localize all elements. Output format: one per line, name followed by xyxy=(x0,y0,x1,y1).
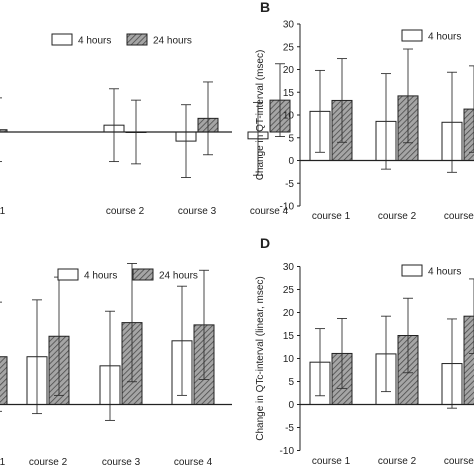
bar-24-hours xyxy=(0,129,8,133)
legend-label-4-hours: 4 hours xyxy=(428,267,461,278)
y-axis-label: Change in QT-interval (msec) xyxy=(255,50,266,181)
y-tick-label: 5 xyxy=(288,377,294,388)
y-tick-label: 0 xyxy=(288,156,294,167)
y-tick-label: -10 xyxy=(280,202,295,213)
y-tick-label: 10 xyxy=(283,111,295,122)
x-tick-label: course 1 xyxy=(0,206,6,217)
x-tick-label: course 1 xyxy=(312,211,351,222)
legend-swatch-24-hours xyxy=(126,33,148,46)
x-tick-label: course 3 xyxy=(102,457,141,468)
y-tick-label: 10 xyxy=(283,354,295,365)
x-tick-label: course 3 xyxy=(178,206,217,217)
y-axis-label: Change in QTc-interval (linear, msec) xyxy=(255,276,266,441)
bar-24-hours xyxy=(463,315,474,405)
panel-d: D -10 -5 0 5 10 15 20 25 30 Change in QTc-interval… xyxy=(255,235,474,467)
x-tick-label: course 3 xyxy=(444,456,474,467)
y-tick-label: 20 xyxy=(283,308,295,319)
panel-a: course 1 course 2 course 3 course 4 4 hours 2… xyxy=(0,33,291,217)
x-tick-label: course 2 xyxy=(29,457,68,468)
y-tick-label: 20 xyxy=(283,65,295,76)
legend-label-4-hours: 4 hours xyxy=(78,36,111,47)
bar-24-hours xyxy=(0,356,8,406)
legend-label-24-hours: 24 hours xyxy=(159,271,198,282)
x-tick-label: course 2 xyxy=(378,211,417,222)
legend-swatch-24-hours xyxy=(132,268,154,281)
panel-c: course 1 course 2 course 3 course 4 4 hours 2… xyxy=(0,263,232,468)
y-tick-label: 15 xyxy=(283,331,295,342)
x-tick-label: course 4 xyxy=(174,457,213,468)
legend-swatch-4-hours xyxy=(401,29,423,42)
legend: 4 hours 24 hours xyxy=(51,33,192,47)
x-tick-label: course 2 xyxy=(106,206,145,217)
y-tick-label: 0 xyxy=(288,400,294,411)
legend-swatch-4-hours xyxy=(57,268,79,281)
y-tick-label: 25 xyxy=(283,42,295,53)
y-tick-label: -5 xyxy=(285,179,294,190)
legend-label-4-hours: 4 hours xyxy=(428,32,461,43)
legend-swatch-4-hours xyxy=(401,264,423,277)
y-tick-label: 30 xyxy=(283,262,295,273)
x-tick-label: course 2 xyxy=(378,456,417,467)
panel-label: D xyxy=(260,235,270,251)
legend: 4 hours 24 hours xyxy=(57,268,198,282)
y-tick-label: 15 xyxy=(283,88,295,99)
y-tick-label: -5 xyxy=(285,423,294,434)
panel-label: B xyxy=(260,0,270,15)
legend-label-4-hours: 4 hours xyxy=(84,271,117,282)
y-tick-label: 30 xyxy=(283,20,295,31)
legend-label-24-hours: 24 hours xyxy=(153,36,192,47)
x-tick-label: course 4 xyxy=(250,206,289,217)
bar-24-hours xyxy=(463,108,474,161)
y-tick-label: 25 xyxy=(283,285,295,296)
x-tick-label: course 1 xyxy=(0,457,6,468)
x-tick-label: course 1 xyxy=(312,456,351,467)
y-tick-label: 5 xyxy=(288,133,294,144)
panel-b: B -10 -5 0 5 10 15 20 25 30 Change in QT-interval … xyxy=(255,0,474,222)
y-tick-label: -10 xyxy=(280,446,295,457)
legend-swatch-4-hours xyxy=(51,33,73,46)
x-tick-label: course 3 xyxy=(444,211,474,222)
